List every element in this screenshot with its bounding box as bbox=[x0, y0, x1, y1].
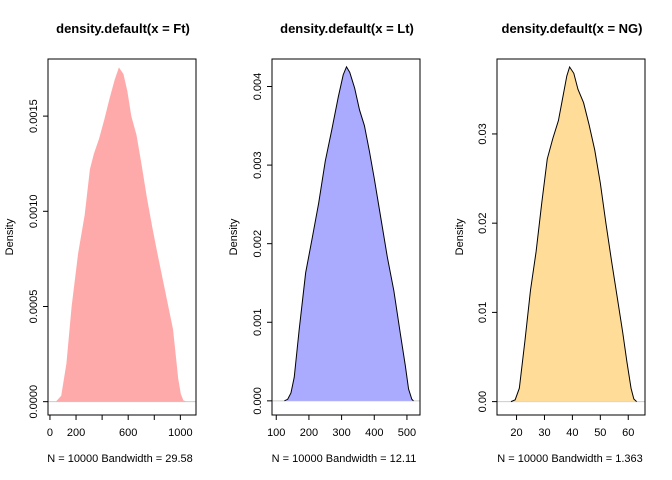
density-curve-3 bbox=[510, 65, 637, 403]
panel-title-1: density.default(x = Ft) bbox=[56, 21, 190, 36]
panel-title-3: density.default(x = NG) bbox=[502, 21, 643, 36]
y-tick-label-2: 0.004 bbox=[252, 73, 264, 101]
x-axis-label-3: N = 10000 Bandwidth = 1.363 bbox=[497, 453, 643, 465]
y-tick-label-1: 0.0005 bbox=[28, 290, 40, 324]
y-tick-label-2: 0.002 bbox=[252, 230, 264, 258]
y-tick-label-1: 0.0000 bbox=[28, 385, 40, 419]
x-tick-label-3: 60 bbox=[622, 427, 634, 439]
x-tick-label-2: 300 bbox=[332, 427, 350, 439]
x-tick-label-3: 20 bbox=[510, 427, 522, 439]
density-area-2 bbox=[284, 66, 414, 401]
y-tick-label-3: 0.00 bbox=[477, 391, 489, 412]
y-tick-label-2: 0.000 bbox=[252, 387, 264, 415]
x-tick-label-1: 600 bbox=[119, 427, 137, 439]
plot-box-2 bbox=[271, 58, 421, 416]
x-tick-label-1: 200 bbox=[67, 427, 85, 439]
y-axis-label-1: Density bbox=[4, 218, 16, 255]
y-tick-label-1: 0.0015 bbox=[28, 99, 40, 133]
plot-box-1 bbox=[47, 58, 197, 416]
x-tick-label-3: 50 bbox=[594, 427, 606, 439]
y-tick-label-3: 0.03 bbox=[477, 123, 489, 144]
x-tick-label-2: 400 bbox=[365, 427, 383, 439]
y-tick-label-1: 0.0010 bbox=[28, 194, 40, 228]
x-tick-label-1: 0 bbox=[47, 427, 53, 439]
x-tick-label-3: 40 bbox=[566, 427, 578, 439]
density-area-3 bbox=[510, 67, 637, 402]
x-tick-label-2: 500 bbox=[398, 427, 416, 439]
y-axis-label-2: Density bbox=[228, 218, 240, 255]
x-axis-label-1: N = 10000 Bandwidth = 29.58 bbox=[47, 453, 193, 465]
y-tick-label-2: 0.001 bbox=[252, 309, 264, 337]
plot-box-3 bbox=[496, 58, 646, 416]
x-tick-label-1: 1000 bbox=[168, 427, 192, 439]
y-tick-label-2: 0.003 bbox=[252, 151, 264, 179]
panel-title-2: density.default(x = Lt) bbox=[280, 21, 414, 36]
x-tick-label-2: 100 bbox=[267, 427, 285, 439]
density-curve-1 bbox=[56, 67, 186, 403]
x-tick-label-2: 200 bbox=[300, 427, 318, 439]
y-tick-label-3: 0.02 bbox=[477, 212, 489, 233]
y-axis-label-3: Density bbox=[454, 218, 466, 255]
y-tick-label-3: 0.01 bbox=[477, 302, 489, 323]
density-curve-2 bbox=[284, 65, 414, 402]
x-tick-label-3: 30 bbox=[538, 427, 550, 439]
x-axis-label-2: N = 10000 Bandwidth = 12.11 bbox=[272, 453, 417, 465]
density-area-1 bbox=[56, 68, 186, 402]
